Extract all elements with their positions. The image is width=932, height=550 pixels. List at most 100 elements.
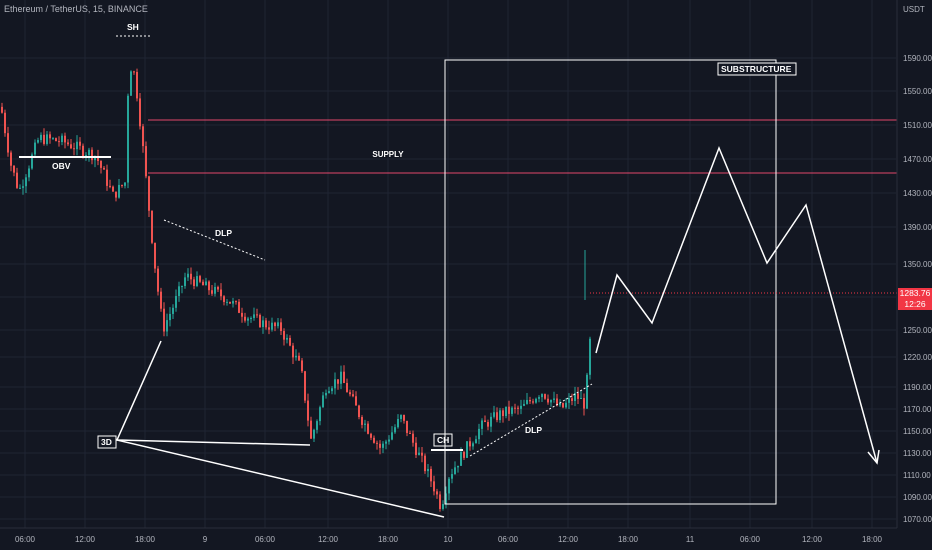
candle-body <box>532 401 534 403</box>
candle-body <box>427 468 429 472</box>
candle-body <box>115 191 117 198</box>
candle-body <box>25 177 27 187</box>
time-tick-label: 18:00 <box>862 535 883 544</box>
candle-body <box>238 301 240 313</box>
price-tick-label: 1250.00 <box>903 326 932 335</box>
candle-body <box>478 428 480 440</box>
candle-body <box>307 400 309 421</box>
candle-body <box>37 140 39 143</box>
candle-body <box>319 407 321 422</box>
candle-body <box>412 433 414 443</box>
candle-body <box>217 286 219 290</box>
candle-body <box>226 301 228 303</box>
price-tick-label: 1070.00 <box>903 515 932 524</box>
time-tick-label: 18:00 <box>618 535 639 544</box>
candle-body <box>538 397 540 399</box>
candle-body <box>274 322 276 327</box>
last-price: 1283.76 <box>899 288 931 298</box>
candle-body <box>202 281 204 286</box>
candle-body <box>28 168 30 178</box>
candle-body <box>151 210 153 243</box>
candle-body <box>331 388 333 392</box>
candle-body <box>436 491 438 495</box>
candle-body <box>574 393 576 401</box>
pattern-base-line <box>116 439 445 518</box>
candle-body <box>397 419 399 428</box>
candle-body <box>520 405 522 409</box>
time-tick-label: 06:00 <box>498 535 519 544</box>
projection-line <box>595 145 878 464</box>
candle-body <box>340 371 342 384</box>
candle-body <box>379 443 381 448</box>
grid <box>0 0 896 528</box>
candle-body <box>271 322 273 330</box>
candle-body <box>19 187 21 189</box>
candle-body <box>523 403 525 406</box>
time-tick-label: 18:00 <box>135 535 156 544</box>
candle-body <box>508 406 510 414</box>
candle-body <box>481 420 483 429</box>
candle-body <box>73 148 75 150</box>
candle-body <box>232 301 234 304</box>
candle-body <box>346 382 348 393</box>
candle-body <box>61 135 63 143</box>
price-tick-label: 1590.00 <box>903 54 932 63</box>
price-tick-label: 1550.00 <box>903 87 932 96</box>
candle-body <box>547 398 549 403</box>
candle-body <box>175 296 177 308</box>
symbol-title: Ethereum / TetherUS, 15, BINANCE <box>4 4 148 14</box>
candle-body <box>553 398 555 400</box>
candle-body <box>211 290 213 294</box>
price-tick-label: 1430.00 <box>903 189 932 198</box>
price-tick-label: 1390.00 <box>903 223 932 232</box>
candle-body <box>190 273 192 280</box>
price-tick-label: 1190.00 <box>903 383 932 392</box>
price-axis[interactable]: 1590.00 1550.00 1510.00 1470.00 1430.00 1390.… <box>896 0 932 528</box>
candle-body <box>106 169 108 186</box>
candle-body <box>349 392 351 395</box>
candle-body <box>370 433 372 438</box>
candle-body <box>91 149 93 161</box>
candle-body <box>280 322 282 332</box>
dlp-upper-line <box>163 219 266 261</box>
candle-body <box>451 474 453 479</box>
last-price-badge: 1283.76 12:26 <box>898 288 932 310</box>
obv-label: OBV <box>52 161 71 171</box>
candle-body <box>79 141 81 146</box>
candle-body <box>295 355 297 358</box>
ch-label-box <box>433 433 453 447</box>
candle-body <box>493 412 495 417</box>
candle-body <box>169 313 171 321</box>
time-tick-label: 06:00 <box>15 535 36 544</box>
candle-body <box>430 468 432 482</box>
candle-body <box>142 126 144 147</box>
candle-body <box>10 152 12 166</box>
candle-body <box>94 156 96 161</box>
candle-body <box>580 397 582 399</box>
candle-body <box>49 134 51 139</box>
candle-body <box>97 156 99 161</box>
candle-body <box>415 442 417 455</box>
candle-body <box>58 141 60 143</box>
candle-body <box>577 393 579 399</box>
price-tick-label: 1130.00 <box>903 449 932 458</box>
candle-body <box>85 154 87 157</box>
price-tick-label: 1220.00 <box>903 353 932 362</box>
candle-body <box>445 493 447 504</box>
candle-body <box>166 320 168 332</box>
candle-body <box>82 145 84 157</box>
candle-body <box>568 398 570 403</box>
time-axis[interactable]: 06:00 12:00 18:00 9 06:00 12:00 18:00 10 06:00 12… <box>0 527 897 544</box>
candle-body <box>187 273 189 278</box>
candle-body <box>463 451 465 458</box>
candle-body <box>157 268 159 292</box>
candle-body <box>304 371 306 401</box>
candle-body <box>565 402 567 408</box>
candle-body <box>424 455 426 472</box>
price-tick-label: 1470.00 <box>903 155 932 164</box>
candle-body <box>403 414 405 421</box>
candle-body <box>310 420 312 439</box>
candle-body <box>325 392 327 396</box>
price-tick-label: 1150.00 <box>903 427 932 436</box>
